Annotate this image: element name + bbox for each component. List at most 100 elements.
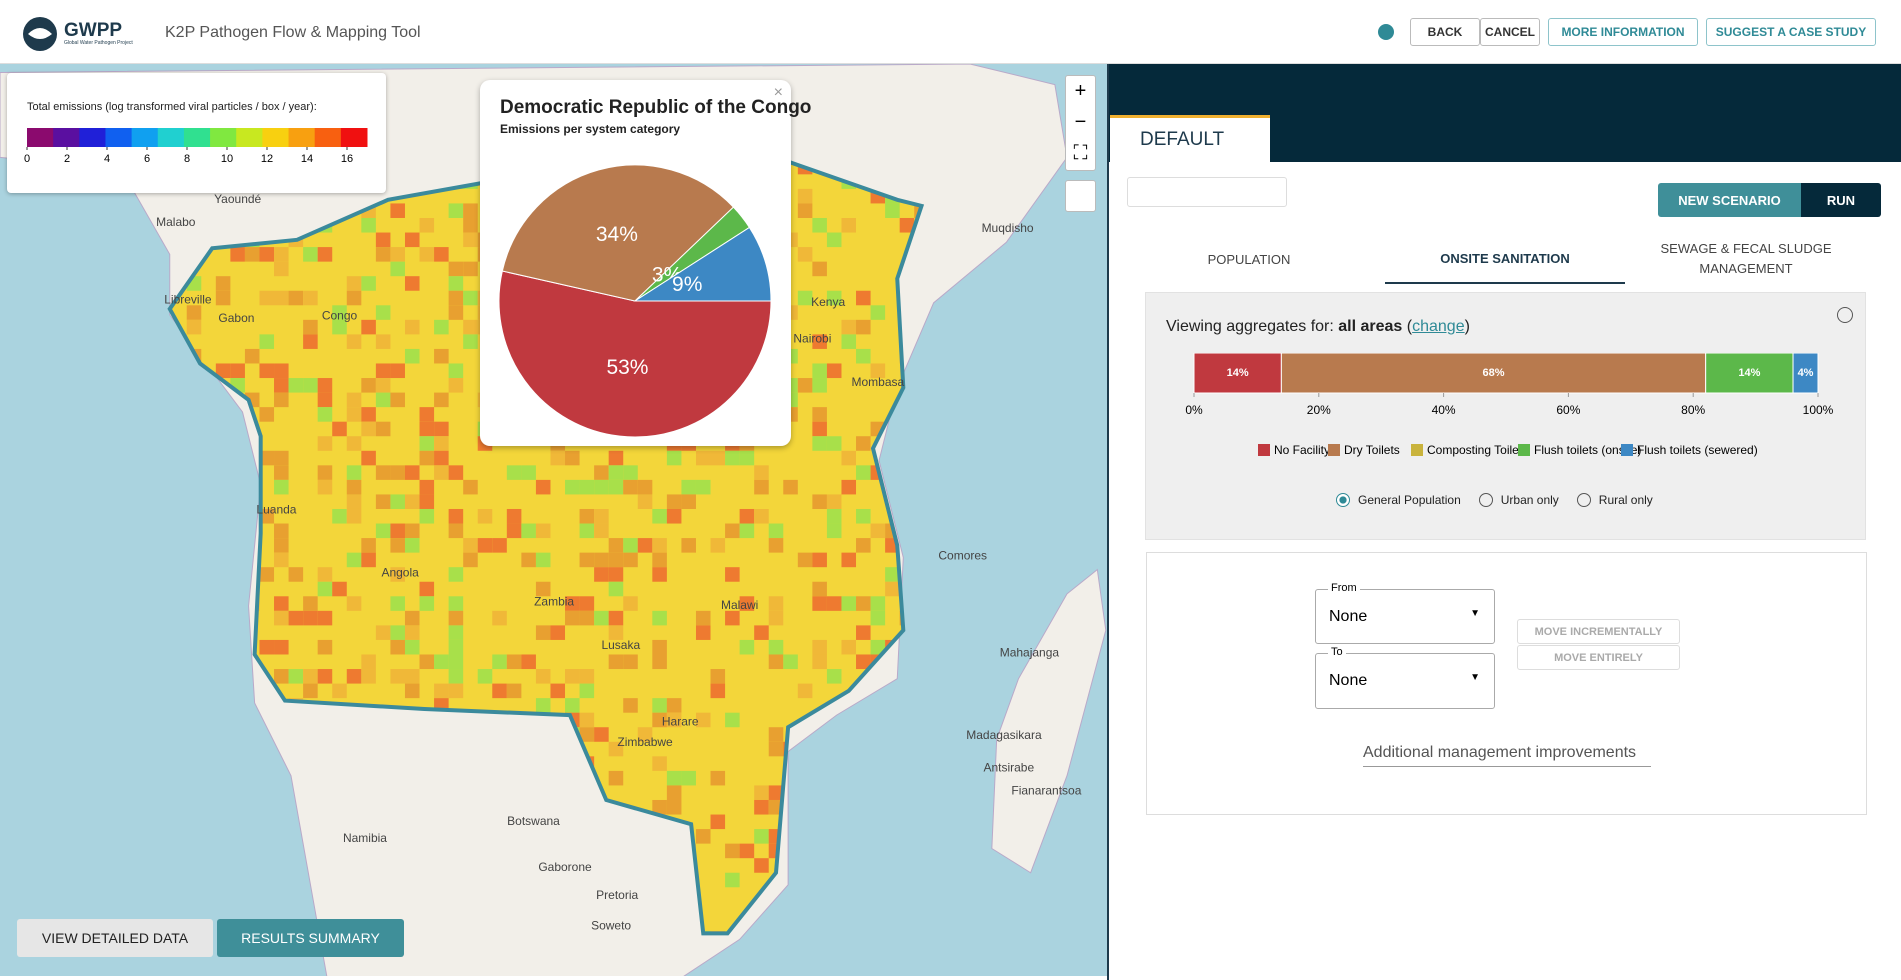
radio-circle[interactable] — [1336, 493, 1350, 507]
heat-cell — [419, 407, 435, 422]
place-label: Angola — [381, 565, 419, 579]
heat-cell — [899, 217, 915, 233]
globe[interactable] — [1378, 24, 1394, 40]
heat-cell — [637, 727, 653, 742]
heat-cell — [404, 494, 420, 509]
change-link[interactable]: change — [1412, 318, 1465, 335]
place-label: Yaoundé — [214, 192, 261, 206]
heat-cell — [274, 523, 289, 539]
from-select[interactable]: From None ▼ — [1315, 582, 1495, 644]
heat-cell — [623, 596, 638, 611]
heat-cell — [754, 858, 769, 873]
heat-cell — [448, 567, 464, 582]
run[interactable]: RUN — [1801, 183, 1881, 217]
legend-tick-label: 14 — [301, 153, 313, 165]
heat-cell — [274, 479, 289, 495]
heat-cell — [521, 523, 536, 539]
heat-cell — [754, 625, 769, 640]
back[interactable]: BACK — [1410, 18, 1480, 46]
heat-cell — [390, 538, 405, 553]
radio-label: Urban only — [1500, 493, 1559, 507]
heat-cell — [812, 654, 827, 670]
heat-cell — [317, 247, 333, 262]
view-data[interactable]: VIEW DETAILED DATA — [17, 919, 213, 957]
tab[interactable]: SEWAGE & FECAL SLUDGE MANAGEMENT — [1660, 241, 1832, 276]
results-summary[interactable]: RESULTS SUMMARY — [217, 919, 404, 957]
heat-cell — [783, 654, 798, 670]
toolbar[interactable] — [1127, 177, 1287, 207]
legend-swatch — [1411, 444, 1423, 456]
place-label: Nairobi — [793, 331, 831, 345]
heat-cell — [317, 378, 333, 393]
print-map[interactable] — [1065, 180, 1096, 212]
heat-cell — [812, 261, 827, 277]
heat-cell — [419, 479, 435, 495]
additional[interactable]: Additional management improvements — [1363, 744, 1651, 767]
heat-cell — [434, 450, 449, 466]
pie: 53%34%3%9% — [498, 164, 772, 438]
heat-cell — [652, 538, 667, 553]
heat-cell — [565, 610, 580, 626]
scenario-tab[interactable]: DEFAULT — [1110, 115, 1270, 163]
legend-label: Flush toilets (sewered) — [1637, 443, 1758, 457]
heat-cell — [332, 683, 347, 699]
heat-cell — [274, 378, 289, 393]
close[interactable]: × — [773, 84, 783, 101]
radio[interactable]: General Population — [1336, 493, 1461, 507]
heat-cell — [826, 523, 842, 539]
heat-cell — [317, 567, 333, 582]
to-label: To — [1328, 646, 1346, 658]
more-info[interactable]: MORE INFORMATION — [1548, 18, 1698, 46]
to-select[interactable]: To None ▼ — [1315, 646, 1495, 709]
radio[interactable]: Urban only — [1478, 493, 1559, 507]
heat-cell — [361, 319, 376, 335]
heat-cell — [841, 217, 857, 233]
move-entirely[interactable]: MOVE ENTIRELY — [1517, 645, 1680, 670]
new-scenario[interactable]: NEW SCENARIO — [1658, 183, 1801, 217]
heat-cell — [448, 363, 464, 379]
radio-circle[interactable] — [1478, 493, 1493, 507]
heat-cell — [317, 639, 333, 655]
heat-cell — [754, 508, 769, 524]
heat-cell — [346, 407, 362, 422]
heat-cell — [230, 247, 245, 262]
bar-segment — [1705, 353, 1794, 394]
logo-icon — [23, 17, 57, 51]
heat-cell — [739, 523, 755, 539]
heat-cell — [463, 290, 478, 306]
heat-cell — [652, 799, 667, 815]
colorbar-cell — [105, 128, 133, 147]
heat-cell — [463, 203, 478, 218]
tab-active[interactable]: ONSITE SANITATION — [1385, 234, 1625, 284]
cancel[interactable]: CANCEL — [1480, 18, 1540, 46]
legend-title: Total emissions (log transformed viral p… — [27, 101, 317, 113]
pie-slice — [501, 164, 735, 302]
heat-cell — [754, 829, 769, 844]
pie-label: 34% — [596, 223, 638, 246]
heat-cell — [608, 741, 624, 757]
zoom-controls[interactable]: + − ⛶ — [1065, 75, 1096, 171]
move-incrementally[interactable]: MOVE INCREMENTALLY — [1517, 619, 1680, 644]
suggest[interactable]: SUGGEST A CASE STUDY — [1706, 18, 1876, 46]
heat-cell — [579, 552, 595, 568]
heat-cell — [375, 334, 391, 349]
heat-cell — [812, 217, 827, 233]
heat-cell — [361, 217, 376, 233]
colorbar-cell — [79, 128, 106, 147]
info[interactable] — [1837, 307, 1853, 323]
tab[interactable]: POPULATION — [1207, 251, 1291, 267]
heat-cell — [885, 567, 900, 582]
radio[interactable]: Rural only — [1576, 493, 1653, 507]
heat-cell — [856, 625, 871, 640]
heat-cell — [375, 363, 391, 379]
heat-cell — [623, 479, 638, 495]
heat-cell — [681, 770, 696, 786]
map[interactable]: Congo Gabon Angola Zambia Zimbabwe Namibia Bot… — [0, 64, 1107, 976]
heat-cell — [477, 508, 493, 524]
heat-cell — [317, 581, 333, 597]
heat-cell — [812, 596, 827, 611]
heat-cell — [797, 552, 813, 568]
heat-cell — [506, 654, 522, 670]
radio-circle[interactable] — [1576, 493, 1591, 507]
heat-cell — [812, 436, 827, 451]
